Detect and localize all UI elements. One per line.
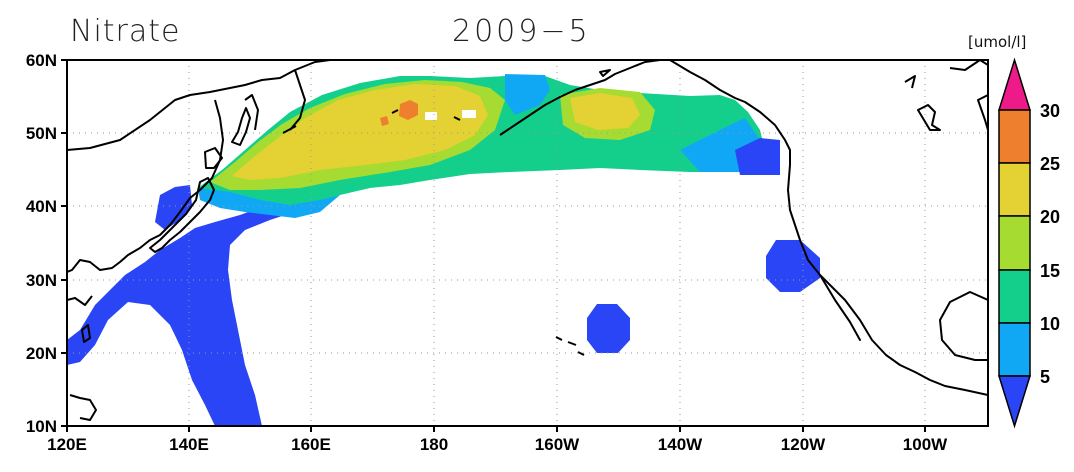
- colorbar-segment: [998, 162, 1031, 217]
- nitrate-25-30-region-east: [570, 93, 640, 130]
- colorbar-segment: [998, 269, 1031, 324]
- lat-label: 40N: [26, 197, 57, 216]
- colorbar-over-triangle: [997, 57, 1032, 111]
- units-label: [umol/l]: [968, 33, 1027, 51]
- colorbar-label: 10: [1040, 314, 1060, 334]
- lat-label: 10N: [26, 417, 57, 436]
- lat-label: 30N: [26, 271, 57, 290]
- lon-label: 160W: [535, 435, 580, 454]
- colorbar-label: 15: [1040, 261, 1060, 281]
- map-field: [67, 74, 820, 426]
- variable-title: Nitrate: [70, 14, 181, 49]
- colorbar-segment: [998, 109, 1031, 164]
- colorbar-label: 20: [1040, 207, 1060, 227]
- data-gap: [425, 112, 437, 120]
- nitrate-25-30-region-west: [232, 84, 488, 180]
- map-frame: [66, 59, 989, 427]
- colorbar-under-triangle: [997, 375, 1032, 429]
- coastlines: [67, 60, 988, 421]
- colorbar-label: 30: [1040, 101, 1060, 121]
- lon-label: 120W: [781, 435, 826, 454]
- colorbar-label: 25: [1040, 154, 1060, 174]
- lon-label: 140W: [658, 435, 703, 454]
- colorbar-segment: [998, 322, 1031, 377]
- lon-label: 140E: [169, 435, 209, 454]
- lon-axis-labels: 120E 140E 160E 180 160W 140W 120W 100W: [47, 435, 948, 454]
- lon-label: 160E: [291, 435, 331, 454]
- lon-label: 120E: [47, 435, 87, 454]
- lat-label: 60N: [26, 51, 57, 70]
- low-nitrate-region-hawaii: [587, 304, 630, 353]
- nitrate-10-15-region-east: [505, 74, 550, 115]
- lat-label: 20N: [26, 344, 57, 363]
- low-nitrate-region-west: [67, 200, 300, 426]
- lat-axis-labels: 60N 50N 40N 30N 20N 10N: [26, 51, 57, 436]
- low-nitrate-region-california: [766, 240, 820, 292]
- nitrate-10-15-region-south: [198, 188, 340, 218]
- colorbar: 30 25 20 15 10 5: [997, 57, 1060, 429]
- low-nitrate-region-japan-sea: [155, 185, 192, 230]
- colorbar-label: 5: [1040, 367, 1050, 387]
- date-title: 2009−5: [452, 14, 591, 49]
- lon-label: 100W: [903, 435, 948, 454]
- lat-label: 50N: [26, 124, 57, 143]
- axis-ticks: [61, 59, 926, 432]
- data-gap: [462, 110, 476, 118]
- nitrate-peak-region: [399, 100, 418, 120]
- lon-label: 180: [420, 435, 448, 454]
- nitrate-peak-region-small: [380, 116, 389, 126]
- colorbar-segment: [998, 215, 1031, 271]
- low-nitrate-region-coast: [735, 138, 780, 175]
